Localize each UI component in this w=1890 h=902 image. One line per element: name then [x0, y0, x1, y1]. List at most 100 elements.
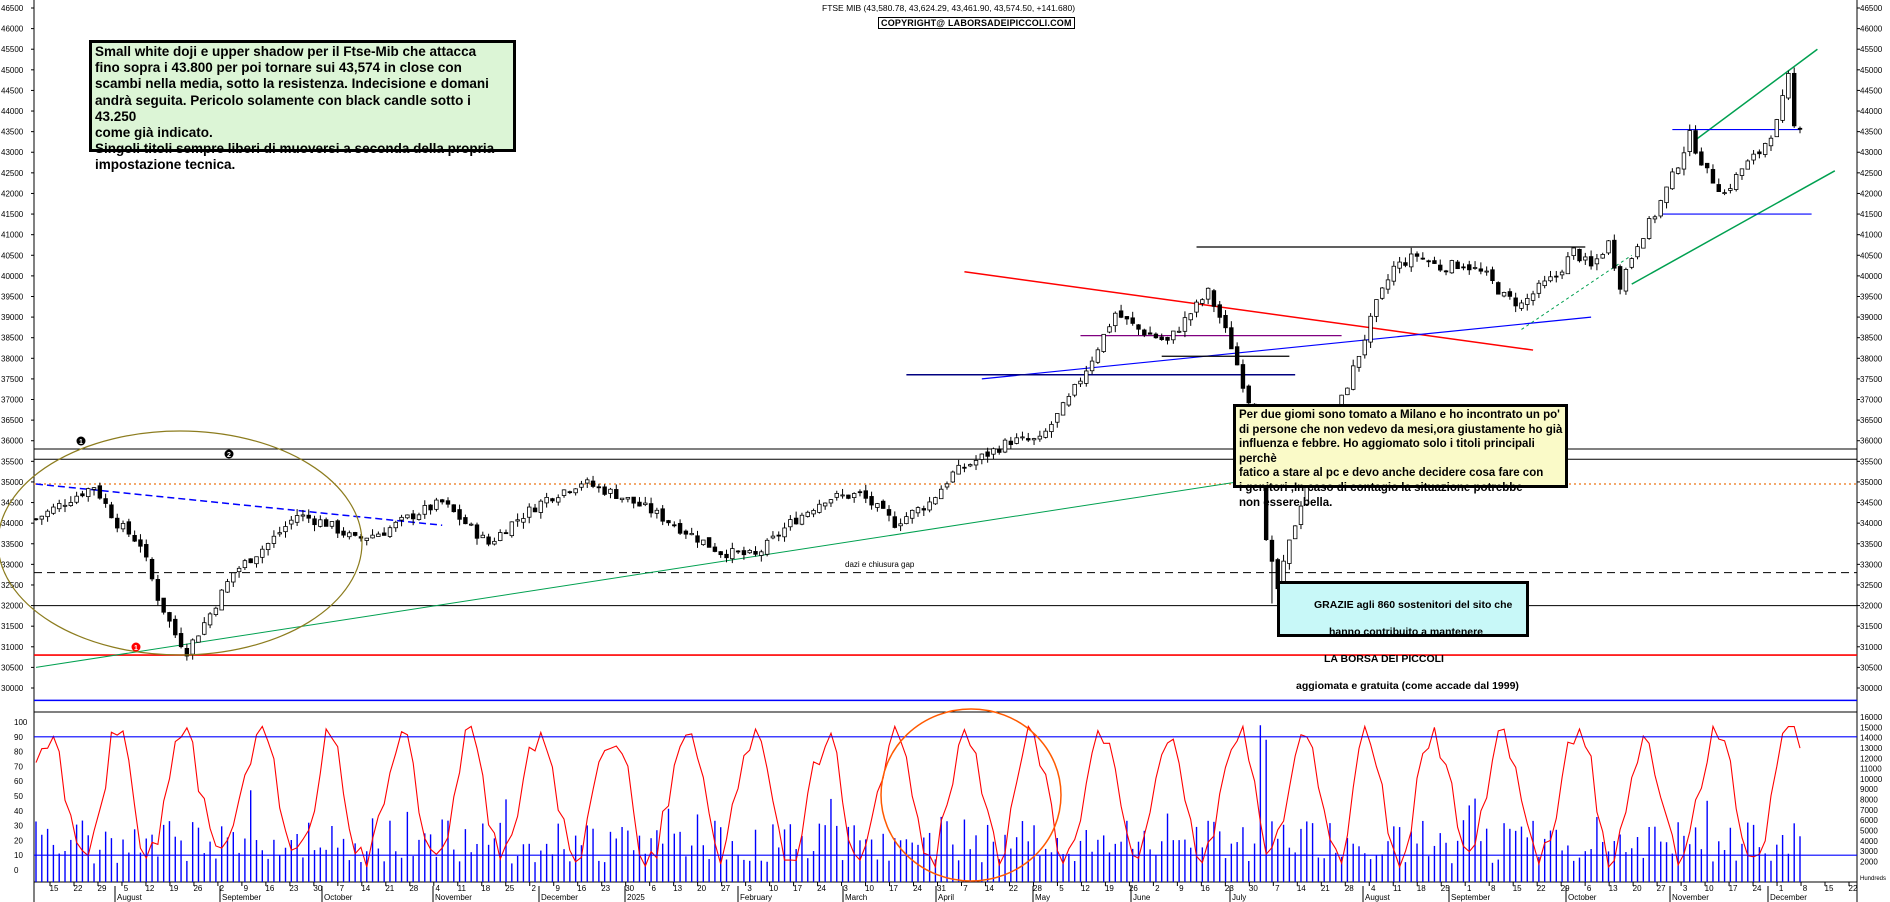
candle-body [1774, 119, 1779, 138]
volume-tick-right: 12000 [1860, 754, 1883, 763]
candle-body [944, 483, 950, 488]
candle-body [45, 510, 50, 518]
candle-body [1113, 312, 1118, 327]
candle-body [155, 579, 161, 601]
candle-body [1733, 174, 1739, 190]
annotations: 1 2 1 dazi e chiusura gap [0, 430, 1062, 882]
month-label: September [222, 893, 261, 902]
candle-body [196, 635, 201, 643]
date-tick-label: 4 [436, 884, 441, 893]
candle-body [979, 453, 985, 460]
candle-body [347, 532, 352, 538]
blue-uptrend [981, 316, 1592, 380]
candle-body [869, 496, 874, 506]
candle-body [1414, 253, 1420, 257]
candle-body [805, 511, 810, 517]
candle-body [1287, 539, 1292, 564]
month-label: June [1133, 893, 1151, 902]
candle-body [1292, 525, 1298, 540]
date-tick-label: 7 [340, 884, 345, 893]
candle-body [567, 491, 573, 494]
volume-tick-right: 14000 [1860, 734, 1883, 743]
candle-body [352, 532, 358, 536]
candle-body [306, 514, 311, 519]
candle-body [190, 639, 195, 655]
candle-body [393, 521, 398, 529]
candle-body [1501, 292, 1507, 297]
candle-body [1171, 330, 1176, 341]
osc-tick-left: 30 [14, 822, 23, 831]
candle-body [747, 550, 752, 554]
channel-lower [1631, 170, 1836, 285]
candle-body [527, 506, 532, 518]
candle-body [672, 524, 677, 527]
month-label: December [541, 893, 578, 902]
date-tick-label: 2 [532, 884, 537, 893]
candle-body [91, 487, 97, 490]
candle-body [428, 504, 433, 511]
price-tick-right: 42000 [1860, 189, 1883, 198]
candle-body [439, 499, 445, 503]
candle-body [474, 524, 480, 539]
candle-body [74, 495, 79, 503]
osc-tick-left: 80 [14, 748, 23, 757]
price-tick-left: 35500 [1, 457, 24, 466]
price-tick-right: 40500 [1860, 251, 1883, 260]
candle-body [1791, 72, 1797, 127]
date-tick-label: 20 [1633, 884, 1642, 893]
price-tick-left: 36000 [1, 437, 24, 446]
candle-body [793, 517, 799, 525]
candle-body [1728, 188, 1733, 191]
candle-body [370, 534, 375, 539]
candle-body [997, 449, 1002, 453]
date-tick-label: 22 [74, 884, 83, 893]
candle-body [283, 526, 288, 533]
date-tick-label: 2 [220, 884, 225, 893]
red-downtrend [964, 271, 1534, 351]
volume-unit-label: Hundreds [1860, 876, 1886, 882]
price-tick-right: 32500 [1860, 581, 1883, 590]
candle-body [1066, 395, 1072, 406]
month-label: August [117, 893, 143, 902]
trendlines [35, 48, 1836, 668]
price-tick-left: 39500 [1, 292, 24, 301]
candle-body [770, 535, 776, 539]
candle-body [1345, 387, 1350, 396]
volume-tick-right: 15000 [1860, 723, 1883, 732]
date-tick-label: 21 [1321, 884, 1330, 893]
copyright-label: COPYRIGHT@ LABORSADEIPICCOLI.COM [878, 17, 1075, 29]
date-tick-label: 22 [1537, 884, 1546, 893]
marker-circle [131, 642, 141, 652]
candle-body [1490, 269, 1495, 282]
candle-body [892, 516, 897, 528]
candle-body [962, 466, 967, 469]
candle-body [1438, 264, 1443, 271]
candle-body [677, 523, 683, 534]
date-tick-label: 22 [1009, 884, 1018, 893]
date-tick-label: 16 [1201, 884, 1210, 893]
candle-body [730, 548, 735, 560]
candle-body [1101, 333, 1106, 352]
price-tick-left: 41000 [1, 231, 24, 240]
candle-body [300, 514, 306, 517]
candle-body [741, 550, 747, 556]
candle-body [1002, 439, 1008, 453]
candle-body [648, 503, 654, 514]
date-tick-label: 8 [1803, 884, 1808, 893]
date-tick-label: 9 [1179, 884, 1184, 893]
candle-body [1211, 290, 1217, 307]
candle-body [405, 514, 410, 519]
volume-tick-right: 13000 [1860, 744, 1883, 753]
osc-tick-left: 0 [14, 866, 19, 875]
price-tick-left: 41500 [1, 210, 24, 219]
candle-body [1095, 349, 1101, 363]
candle-body [1594, 258, 1600, 265]
candle-body [1118, 310, 1124, 318]
candle-body [381, 532, 387, 536]
price-tick-left: 32000 [1, 602, 24, 611]
osc-tick-left: 90 [14, 733, 23, 742]
candle-body [1380, 287, 1385, 299]
price-tick-left: 30500 [1, 663, 24, 672]
candle-body [1443, 270, 1449, 273]
candle-body [1136, 324, 1141, 330]
